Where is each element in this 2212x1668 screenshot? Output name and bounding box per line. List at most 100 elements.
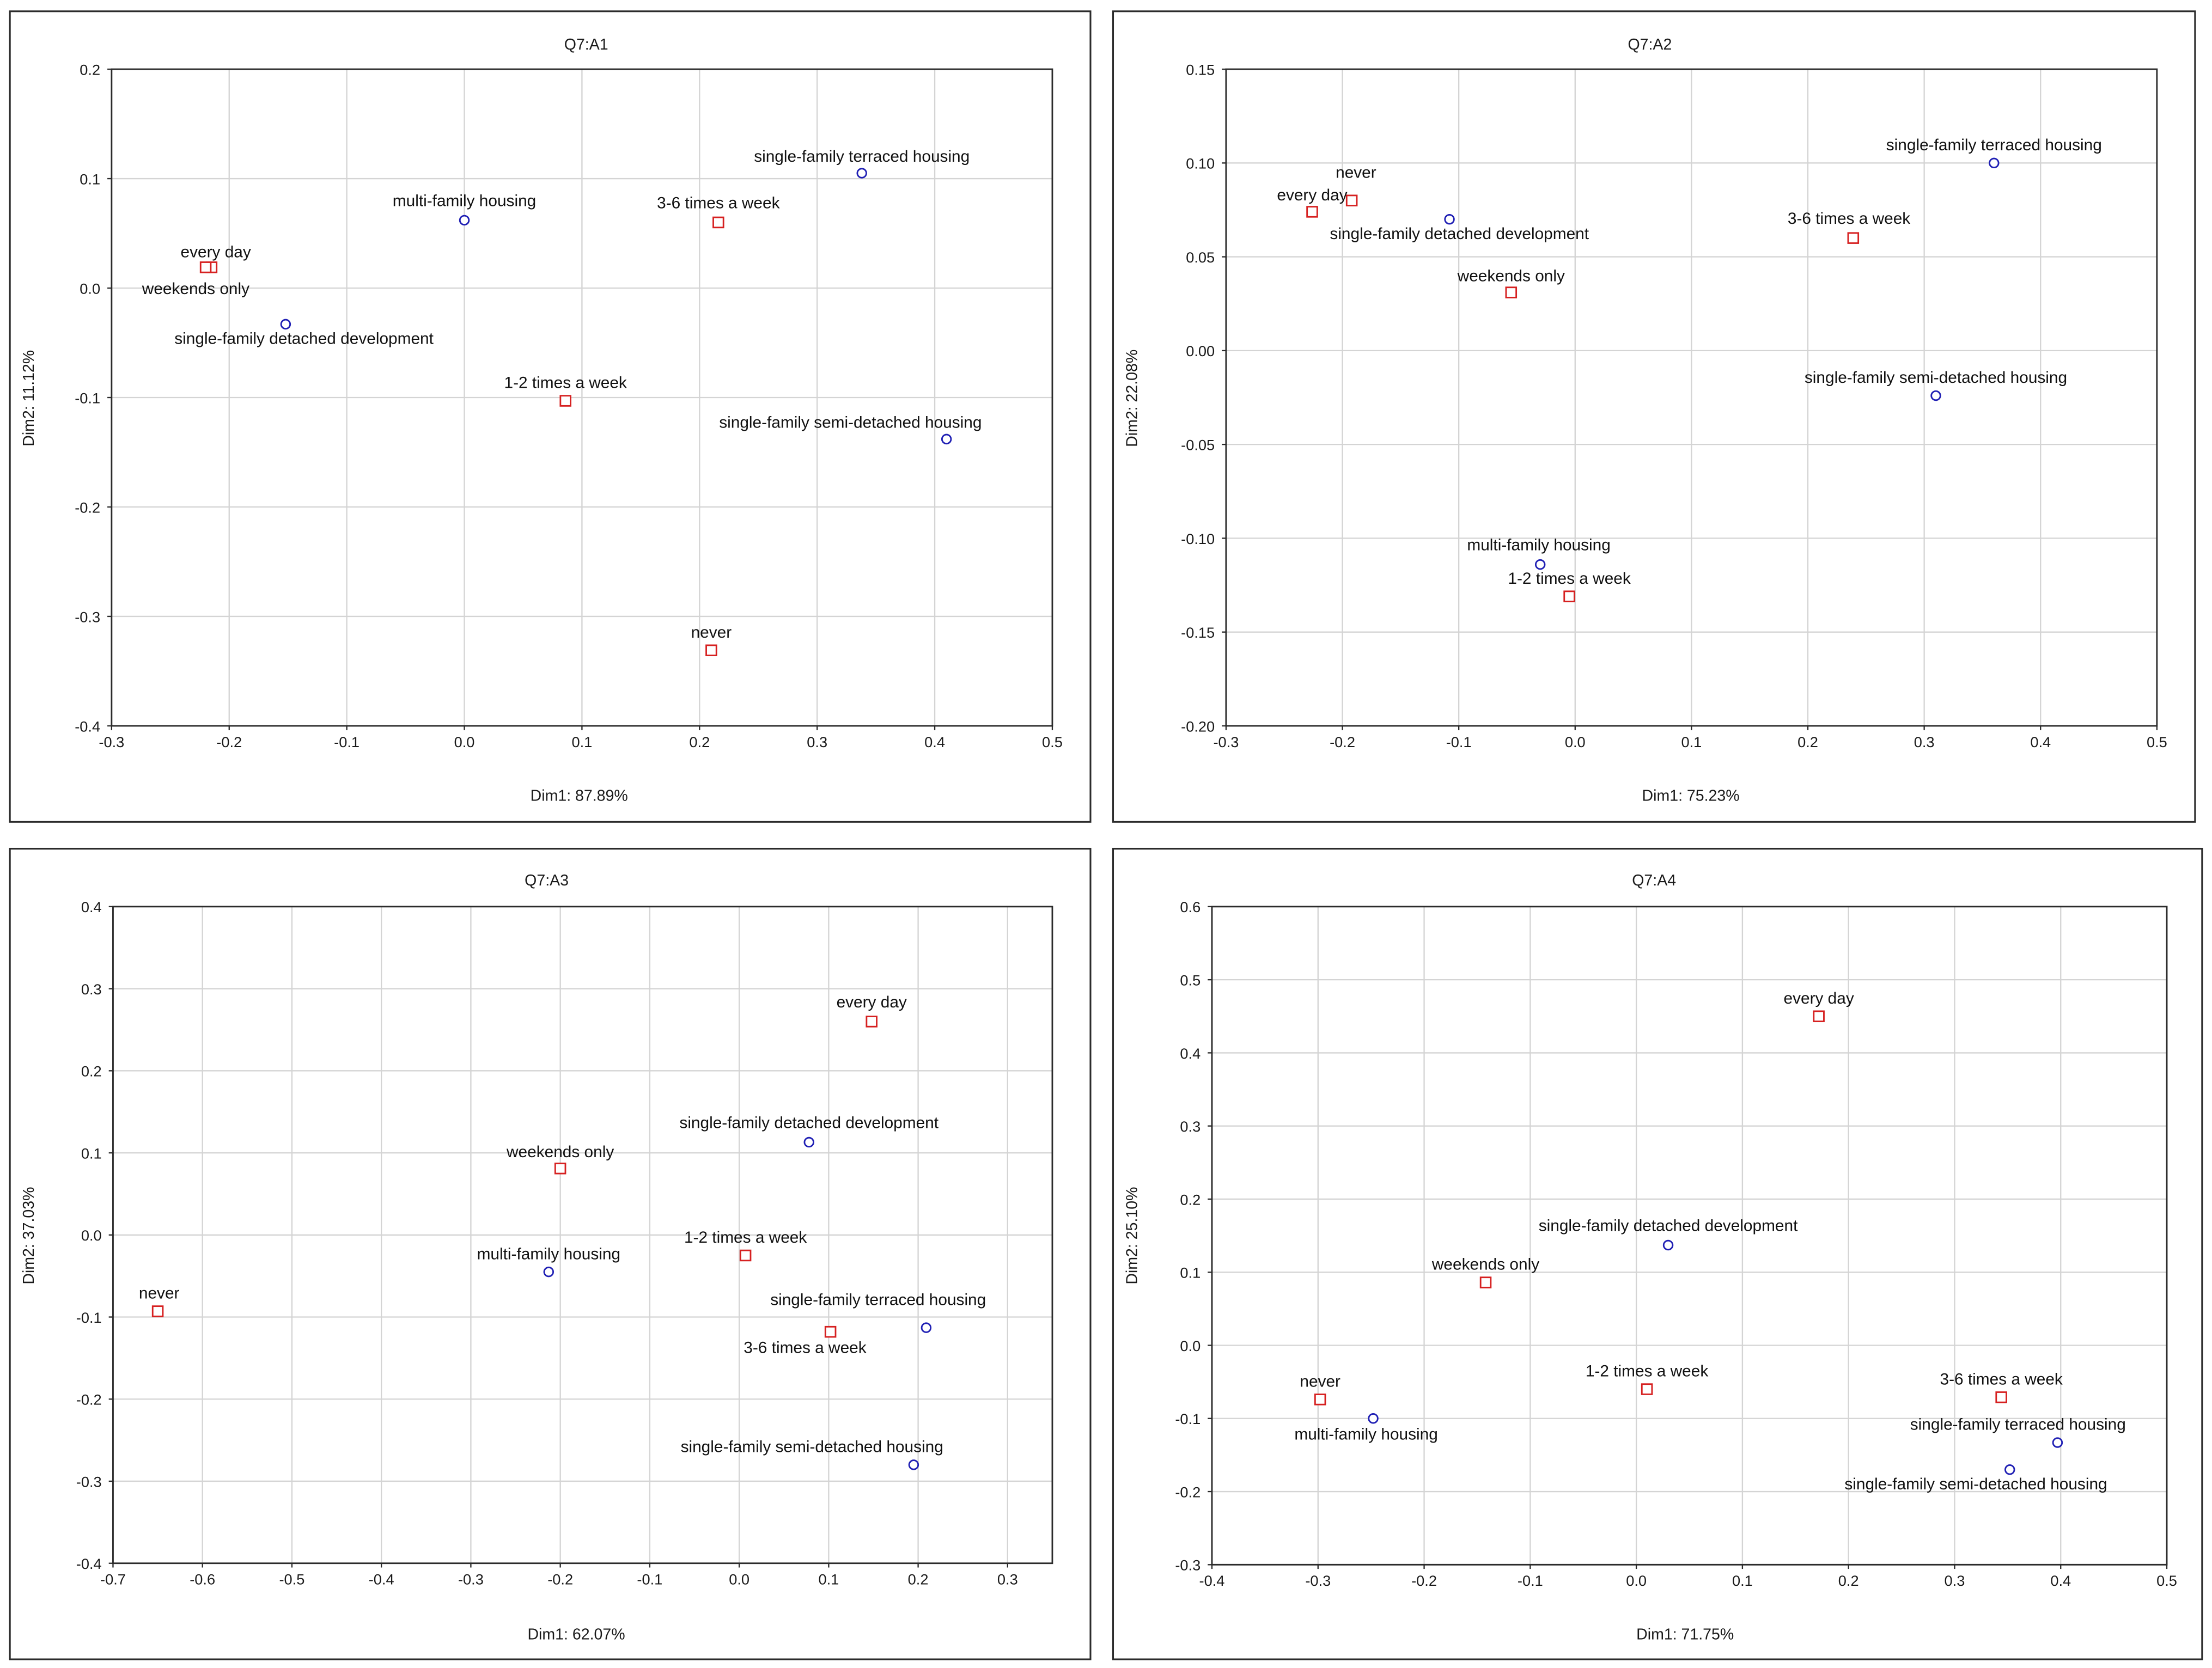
- point-marker-weekends-only: [554, 1162, 566, 1175]
- point-label-single-family-terraced-housing: single-family terraced housing: [770, 1291, 986, 1309]
- x-tick-label: 0.3: [807, 734, 827, 750]
- chart-panel-q7-a3: -0.7 -0.6 -0.5 -0.4 -0.3 -0.2 -0.1 0.0 0.1 0.2 0.3…: [9, 847, 1092, 1660]
- y-tick-label: -0.4: [76, 1555, 102, 1572]
- x-tick-label: 0.2: [1838, 1572, 1859, 1589]
- point-marker-never: [151, 1305, 164, 1317]
- y-tick-label: -0.2: [75, 499, 100, 516]
- x-tick-label: -0.3: [458, 1571, 484, 1588]
- point-marker-3-6-times-a-week: [1995, 1391, 2007, 1403]
- x-tick-label: 0.1: [1732, 1572, 1753, 1589]
- chart-title: Q7:A4: [1632, 872, 1676, 889]
- point-marker-multi-family-housing: [459, 215, 470, 226]
- x-tick-label: 0.4: [924, 734, 945, 750]
- y-tick-label: 0.5: [1180, 972, 1201, 988]
- point-marker-3-6-times-a-week: [1847, 232, 1860, 244]
- y-tick-label: 0.4: [1180, 1045, 1201, 1062]
- y-tick-label: 0.10: [1186, 155, 1215, 172]
- point-marker-single-family-detached-development: [1662, 1239, 1674, 1251]
- y-tick-label: 0.0: [1180, 1337, 1201, 1354]
- point-marker-never: [705, 644, 717, 657]
- x-tick-label: 0.1: [571, 734, 592, 750]
- point-label-weekends-only: weekends only: [1457, 267, 1565, 285]
- point-label-never: never: [139, 1285, 180, 1303]
- y-axis-label: Dim2: 25.10%: [1124, 1187, 1141, 1285]
- chart-title: Q7:A3: [525, 872, 569, 889]
- point-label-single-family-terraced-housing: single-family terraced housing: [1886, 136, 2102, 154]
- point-label-3-6-times-a-week: 3-6 times a week: [657, 194, 779, 212]
- y-axis-label: Dim2: 22.08%: [1124, 350, 1141, 447]
- point-label-multi-family-housing: multi-family housing: [393, 192, 536, 210]
- point-label-multi-family-housing: multi-family housing: [1467, 536, 1610, 554]
- point-label-never: never: [1300, 1373, 1340, 1391]
- y-tick-label: -0.3: [76, 1473, 102, 1490]
- point-marker-every-day: [866, 1016, 878, 1028]
- point-marker-single-family-detached-development: [280, 319, 291, 330]
- point-marker-1-2-times-a-week: [739, 1249, 752, 1262]
- point-marker-single-family-terraced-housing: [1989, 157, 2000, 169]
- point-marker-single-family-terraced-housing: [921, 1322, 932, 1333]
- point-marker-weekends-only: [199, 261, 212, 273]
- point-label-single-family-terraced-housing: single-family terraced housing: [1910, 1416, 2126, 1434]
- point-label-weekends-only: weekends only: [1431, 1256, 1539, 1274]
- point-marker-every-day: [1813, 1010, 1825, 1023]
- x-tick-label: -0.1: [637, 1571, 662, 1588]
- x-tick-label: -0.3: [1213, 734, 1239, 750]
- y-tick-label: 0.00: [1186, 343, 1215, 359]
- x-axis-label: Dim1: 71.75%: [1636, 1626, 1734, 1643]
- y-tick-label: -0.3: [75, 608, 100, 625]
- point-label-multi-family-housing: multi-family housing: [1294, 1426, 1437, 1444]
- x-tick-label: 0.1: [818, 1571, 839, 1588]
- y-tick-label: 0.3: [1180, 1118, 1201, 1135]
- x-tick-label: 0.3: [997, 1571, 1018, 1588]
- y-tick-label: 0.15: [1186, 61, 1215, 78]
- y-tick-label: 0.1: [80, 170, 100, 187]
- y-tick-label: -0.3: [1175, 1557, 1201, 1574]
- point-marker-multi-family-housing: [543, 1266, 554, 1278]
- chart-title: Q7:A2: [1628, 36, 1672, 53]
- point-label-every-day: every day: [1277, 186, 1347, 204]
- point-label-never: never: [691, 624, 732, 641]
- point-label-single-family-detached-development: single-family detached development: [1539, 1217, 1798, 1235]
- x-tick-label: -0.2: [1411, 1572, 1437, 1589]
- x-tick-label: -0.1: [1518, 1572, 1543, 1589]
- point-marker-single-family-terraced-housing: [856, 168, 867, 179]
- y-tick-label: 0.2: [1180, 1191, 1201, 1208]
- point-marker-multi-family-housing: [1534, 559, 1546, 570]
- chart-panel-q7-a1: -0.3 -0.2 -0.1 0.0 0.1 0.2 0.3 0.4 0.5-0.4-0.3-0…: [9, 10, 1092, 823]
- point-label-every-day: every day: [1784, 989, 1854, 1007]
- x-tick-label: -0.4: [1199, 1572, 1225, 1589]
- x-tick-label: 0.4: [2050, 1572, 2071, 1589]
- y-tick-label: 0.4: [81, 899, 102, 915]
- y-tick-label: 0.1: [1180, 1264, 1201, 1281]
- point-marker-never: [1345, 194, 1358, 207]
- point-marker-weekends-only: [1505, 286, 1518, 298]
- x-axis-label: Dim1: 62.07%: [527, 1626, 625, 1643]
- y-tick-label: -0.05: [1181, 436, 1215, 453]
- y-tick-label: -0.4: [75, 718, 100, 735]
- y-tick-label: 0.1: [81, 1145, 102, 1162]
- point-label-every-day: every day: [181, 243, 251, 261]
- point-marker-3-6-times-a-week: [824, 1325, 837, 1338]
- x-tick-label: 0.5: [1042, 734, 1063, 750]
- point-marker-weekends-only: [1479, 1276, 1492, 1288]
- y-tick-label: 0.0: [81, 1227, 102, 1244]
- y-tick-label: -0.1: [75, 389, 100, 406]
- point-marker-never: [1314, 1394, 1326, 1406]
- point-marker-single-family-terraced-housing: [2052, 1437, 2063, 1448]
- x-tick-label: -0.3: [1305, 1572, 1331, 1589]
- point-label-1-2-times-a-week: 1-2 times a week: [1586, 1362, 1708, 1380]
- point-label-single-family-semi-detached-housing: single-family semi-detached housing: [1805, 369, 2067, 387]
- y-tick-label: 0.2: [80, 61, 100, 78]
- chart-panel-q7-a2: -0.3 -0.2 -0.1 0.0 0.1 0.2 0.3 0.4 0.5 -0.20 -0.15…: [1112, 10, 2196, 823]
- point-label-never: never: [1336, 164, 1376, 182]
- x-tick-label: -0.2: [547, 1571, 573, 1588]
- y-tick-label: -0.1: [1175, 1410, 1201, 1427]
- y-tick-label: -0.15: [1181, 624, 1215, 641]
- point-marker-single-family-semi-detached-housing: [2004, 1464, 2015, 1475]
- point-label-every-day: every day: [837, 993, 907, 1011]
- point-label-single-family-semi-detached-housing: single-family semi-detached housing: [681, 1438, 943, 1456]
- x-tick-label: 0.3: [1945, 1572, 1965, 1589]
- point-marker-1-2-times-a-week: [559, 395, 571, 407]
- plot-border: [1225, 68, 2158, 727]
